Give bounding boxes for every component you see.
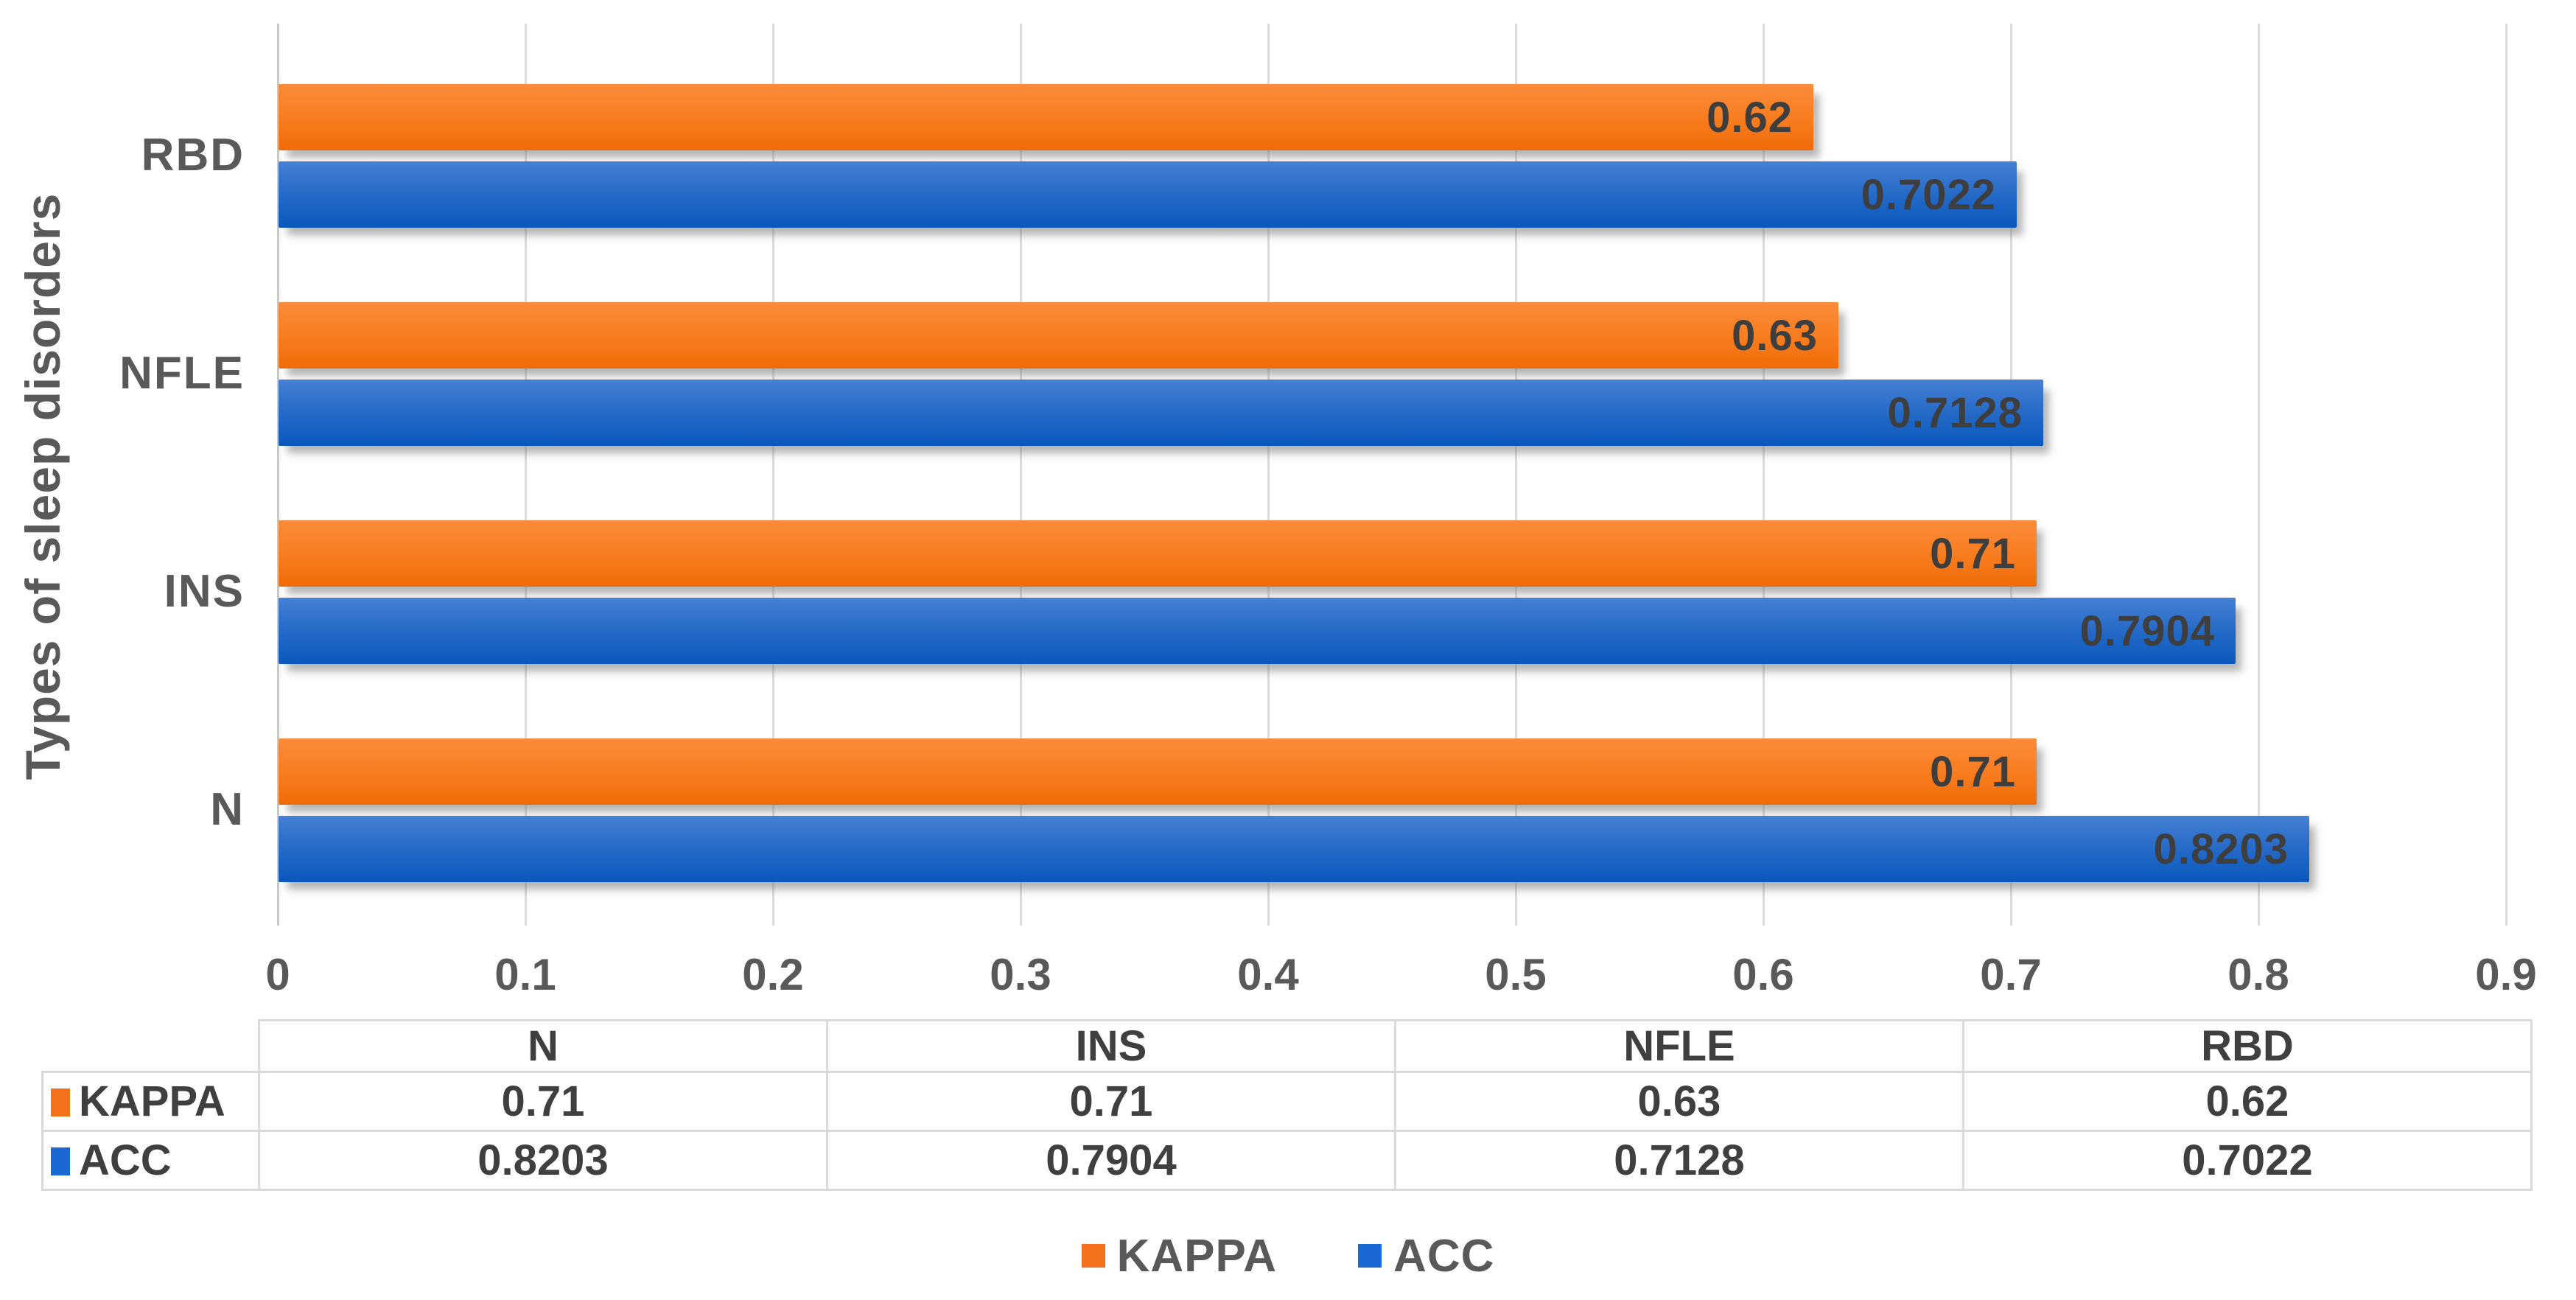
- x-tick-label-0.2: 0.2: [742, 950, 804, 999]
- data-table: N INS NFLE RBD KAPPA 0.71 0.71 0.63 0.62 ACC 0.820…: [41, 1019, 2533, 1191]
- table-row-acc: ACC 0.8203 0.7904 0.7128 0.7022: [41, 1130, 2533, 1191]
- category-label-INS: INS: [164, 566, 245, 617]
- category-label-NFLE: NFLE: [119, 348, 245, 399]
- table-corner-blank: [42, 1020, 260, 1073]
- bar-label-acc-RBD: 0.7022: [1861, 170, 1996, 219]
- legend-swatch-icon: [1358, 1244, 1382, 1268]
- table-cell-acc-NFLE: 0.7128: [1394, 1130, 1964, 1191]
- bar-acc-NFLE: 0.7128: [279, 380, 2043, 446]
- bar-label-acc-INS: 0.7904: [2079, 607, 2215, 655]
- table-header-RBD: RBD: [1962, 1019, 2533, 1073]
- table-series-name: KAPPA: [79, 1077, 225, 1125]
- table-row-label-acc: ACC: [41, 1130, 260, 1191]
- table-cell-kappa-INS: 0.71: [826, 1071, 1396, 1132]
- category-label-RBD: RBD: [141, 130, 245, 181]
- legend-swatch-icon: [1081, 1244, 1105, 1268]
- bar-label-kappa-NFLE: 0.63: [1732, 311, 1818, 360]
- gridline-0.9: [2505, 24, 2507, 926]
- legend-item-kappa: KAPPA: [1081, 1230, 1278, 1282]
- y-axis-line: [277, 24, 279, 926]
- table-series-swatch-icon: [51, 1088, 70, 1116]
- table-header-row: N INS NFLE RBD: [42, 1019, 2533, 1073]
- bar-label-kappa-INS: 0.71: [1930, 529, 2016, 578]
- x-tick-label-0.7: 0.7: [1980, 950, 2042, 999]
- table-header-INS: INS: [826, 1019, 1396, 1073]
- x-tick-label-0.5: 0.5: [1485, 950, 1547, 999]
- x-tick-label-0: 0: [265, 950, 290, 999]
- bar-kappa-RBD: 0.62: [279, 84, 1813, 150]
- bar-label-kappa-N: 0.71: [1930, 747, 2016, 796]
- gridline-0.2: [772, 24, 774, 926]
- legend: KAPPA ACC: [0, 1225, 2576, 1287]
- table-cell-acc-N: 0.8203: [258, 1130, 828, 1191]
- x-tick-label-0.6: 0.6: [1732, 950, 1794, 999]
- table-header-NFLE: NFLE: [1394, 1019, 1964, 1073]
- table-cell-acc-RBD: 0.7022: [1962, 1130, 2533, 1191]
- legend-label: ACC: [1393, 1230, 1495, 1282]
- gridline-0.6: [1763, 24, 1765, 926]
- table-series-name: ACC: [79, 1136, 172, 1184]
- gridline-0.4: [1267, 24, 1270, 926]
- bar-kappa-NFLE: 0.63: [279, 302, 1838, 368]
- category-label-N: N: [210, 784, 245, 835]
- y-axis-title: Types of sleep disorders: [15, 192, 70, 780]
- x-tick-label-0.3: 0.3: [990, 950, 1051, 999]
- x-tick-label-0.1: 0.1: [494, 950, 556, 999]
- table-header-N: N: [258, 1019, 828, 1073]
- table-cell-kappa-RBD: 0.62: [1962, 1071, 2533, 1132]
- table-cell-kappa-N: 0.71: [258, 1071, 828, 1132]
- table-cell-kappa-NFLE: 0.63: [1394, 1071, 1964, 1132]
- x-tick-label-0.9: 0.9: [2475, 950, 2537, 999]
- x-tick-label-0.4: 0.4: [1237, 950, 1299, 999]
- bar-label-acc-N: 0.8203: [2153, 825, 2289, 873]
- table-cell-acc-INS: 0.7904: [826, 1130, 1396, 1191]
- gridline-0.8: [2258, 24, 2260, 926]
- table-row-label-kappa: KAPPA: [41, 1071, 260, 1132]
- bar-kappa-N: 0.71: [279, 738, 2037, 805]
- legend-item-acc: ACC: [1358, 1230, 1494, 1282]
- bar-acc-N: 0.8203: [279, 816, 2309, 882]
- bar-label-kappa-RBD: 0.62: [1707, 93, 1793, 141]
- bar-acc-RBD: 0.7022: [279, 161, 2017, 228]
- table-row-kappa: KAPPA 0.71 0.71 0.63 0.62: [41, 1071, 2533, 1132]
- bar-acc-INS: 0.7904: [279, 598, 2236, 664]
- table-series-swatch-icon: [51, 1147, 70, 1175]
- gridline-0.1: [525, 24, 527, 926]
- gridline-0.3: [1020, 24, 1022, 926]
- gridline-0.5: [1515, 24, 1517, 926]
- bar-label-acc-NFLE: 0.7128: [1887, 388, 2023, 437]
- gridline-0.7: [2010, 24, 2012, 926]
- bar-kappa-INS: 0.71: [279, 520, 2037, 587]
- x-tick-label-0.8: 0.8: [2227, 950, 2289, 999]
- legend-label: KAPPA: [1116, 1230, 1278, 1282]
